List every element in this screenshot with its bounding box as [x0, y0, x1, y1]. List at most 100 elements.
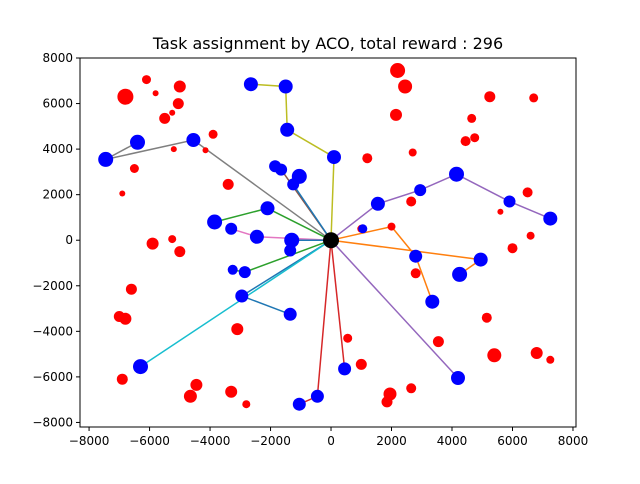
- red-task-point-32: [481, 312, 492, 323]
- blue-task-point-32: [452, 266, 468, 282]
- y-tick-label: 2000: [42, 188, 73, 202]
- red-task-point-19: [231, 323, 244, 336]
- x-tick-label: 2000: [376, 434, 407, 448]
- red-task-point-18: [119, 312, 132, 325]
- red-task-point-44: [460, 136, 471, 147]
- red-task-point-39: [362, 153, 373, 164]
- red-task-point-42: [390, 63, 406, 78]
- red-task-point-28: [381, 396, 393, 408]
- red-task-point-33: [530, 347, 543, 359]
- red-task-point-51: [507, 243, 518, 254]
- red-task-point-35: [410, 268, 421, 279]
- red-task-point-40: [408, 148, 417, 157]
- blue-task-point-17: [227, 264, 238, 275]
- blue-task-point-23: [310, 389, 324, 403]
- blue-task-point-26: [370, 196, 385, 211]
- blue-task-point-30: [543, 211, 558, 226]
- red-task-point-24: [242, 400, 251, 409]
- route-line-1: [105, 139, 332, 241]
- blue-task-point-8: [275, 163, 288, 176]
- points-layer: [98, 63, 558, 411]
- y-tick-label: −6000: [32, 370, 73, 384]
- blue-task-point-5: [130, 134, 145, 150]
- red-task-point-8: [170, 146, 177, 153]
- y-tick-label: −8000: [32, 415, 73, 429]
- x-tick-label: 0: [327, 434, 335, 448]
- red-task-point-52: [526, 231, 535, 240]
- y-tick-label: 6000: [42, 97, 73, 111]
- red-task-point-48: [529, 93, 539, 103]
- blue-task-point-21: [133, 359, 148, 375]
- red-task-point-37: [387, 222, 396, 231]
- blue-task-point-27: [414, 184, 427, 197]
- route-line-14: [330, 173, 551, 241]
- blue-task-point-4: [186, 133, 201, 147]
- red-task-point-38: [406, 196, 417, 207]
- red-task-point-16: [125, 283, 137, 295]
- route-line-15: [330, 239, 459, 379]
- red-task-point-34: [546, 355, 555, 364]
- red-task-point-41: [390, 108, 402, 121]
- blue-task-point-31: [409, 249, 423, 263]
- route-line-9: [140, 239, 332, 368]
- blue-task-point-28: [449, 166, 464, 182]
- blue-task-point-18: [238, 266, 251, 279]
- x-tick-label: 4000: [437, 434, 468, 448]
- blue-task-point-3: [327, 150, 341, 165]
- red-task-point-26: [355, 358, 367, 370]
- x-tick-label: −6000: [129, 434, 170, 448]
- red-task-point-23: [225, 385, 238, 398]
- x-tick-label: 6000: [497, 434, 528, 448]
- blue-task-point-19: [235, 289, 249, 303]
- red-task-point-29: [406, 383, 417, 394]
- x-tick-label: −8000: [69, 434, 110, 448]
- red-task-point-50: [522, 187, 533, 198]
- red-task-point-46: [470, 133, 480, 143]
- red-task-point-14: [168, 235, 177, 244]
- x-tick-label: −2000: [250, 434, 291, 448]
- blue-task-point-12: [207, 214, 223, 230]
- plot-frame: [79, 57, 577, 428]
- blue-task-point-15: [284, 232, 300, 248]
- blue-task-point-22: [292, 397, 306, 411]
- blue-task-point-34: [425, 294, 440, 309]
- blue-task-point-20: [283, 307, 297, 321]
- y-tick-label: −2000: [32, 279, 73, 293]
- blue-task-point-25: [358, 224, 368, 234]
- blue-task-point-13: [225, 222, 238, 235]
- red-task-point-4: [172, 98, 184, 110]
- red-task-point-43: [398, 79, 413, 94]
- y-tick-label: 8000: [42, 51, 73, 65]
- red-task-point-2: [152, 90, 159, 97]
- red-task-point-31: [487, 348, 502, 363]
- red-task-point-25: [343, 333, 353, 343]
- x-tick-label: −4000: [190, 434, 231, 448]
- route-line-12: [330, 225, 434, 302]
- y-tick-label: 0: [65, 233, 73, 247]
- red-task-point-12: [222, 178, 234, 190]
- blue-task-point-0: [243, 77, 258, 92]
- blue-task-point-1: [278, 79, 293, 94]
- red-task-point-9: [202, 147, 209, 154]
- red-task-point-45: [467, 113, 477, 123]
- blue-task-point-6: [98, 151, 114, 167]
- red-task-point-6: [169, 109, 176, 116]
- blue-task-point-10: [291, 168, 307, 184]
- red-task-point-13: [146, 237, 159, 250]
- red-task-point-5: [159, 112, 171, 124]
- axis-ticks: −8000 −6000 −4000 −2000 0 2000 4000 6000 8000 −80…: [32, 51, 588, 448]
- red-task-point-30: [432, 336, 444, 348]
- blue-task-point-33: [473, 252, 488, 267]
- blue-task-point-11: [260, 201, 275, 216]
- red-task-point-20: [116, 373, 128, 385]
- route-line-11: [330, 240, 346, 369]
- blue-task-point-24: [338, 362, 352, 376]
- y-tick-label: −4000: [32, 324, 73, 338]
- red-task-point-1: [142, 75, 151, 85]
- red-task-point-47: [484, 91, 496, 103]
- blue-task-point-29: [503, 195, 516, 208]
- red-task-point-10: [129, 164, 139, 173]
- blue-task-point-2: [280, 122, 295, 137]
- blue-task-point-16: [284, 244, 297, 257]
